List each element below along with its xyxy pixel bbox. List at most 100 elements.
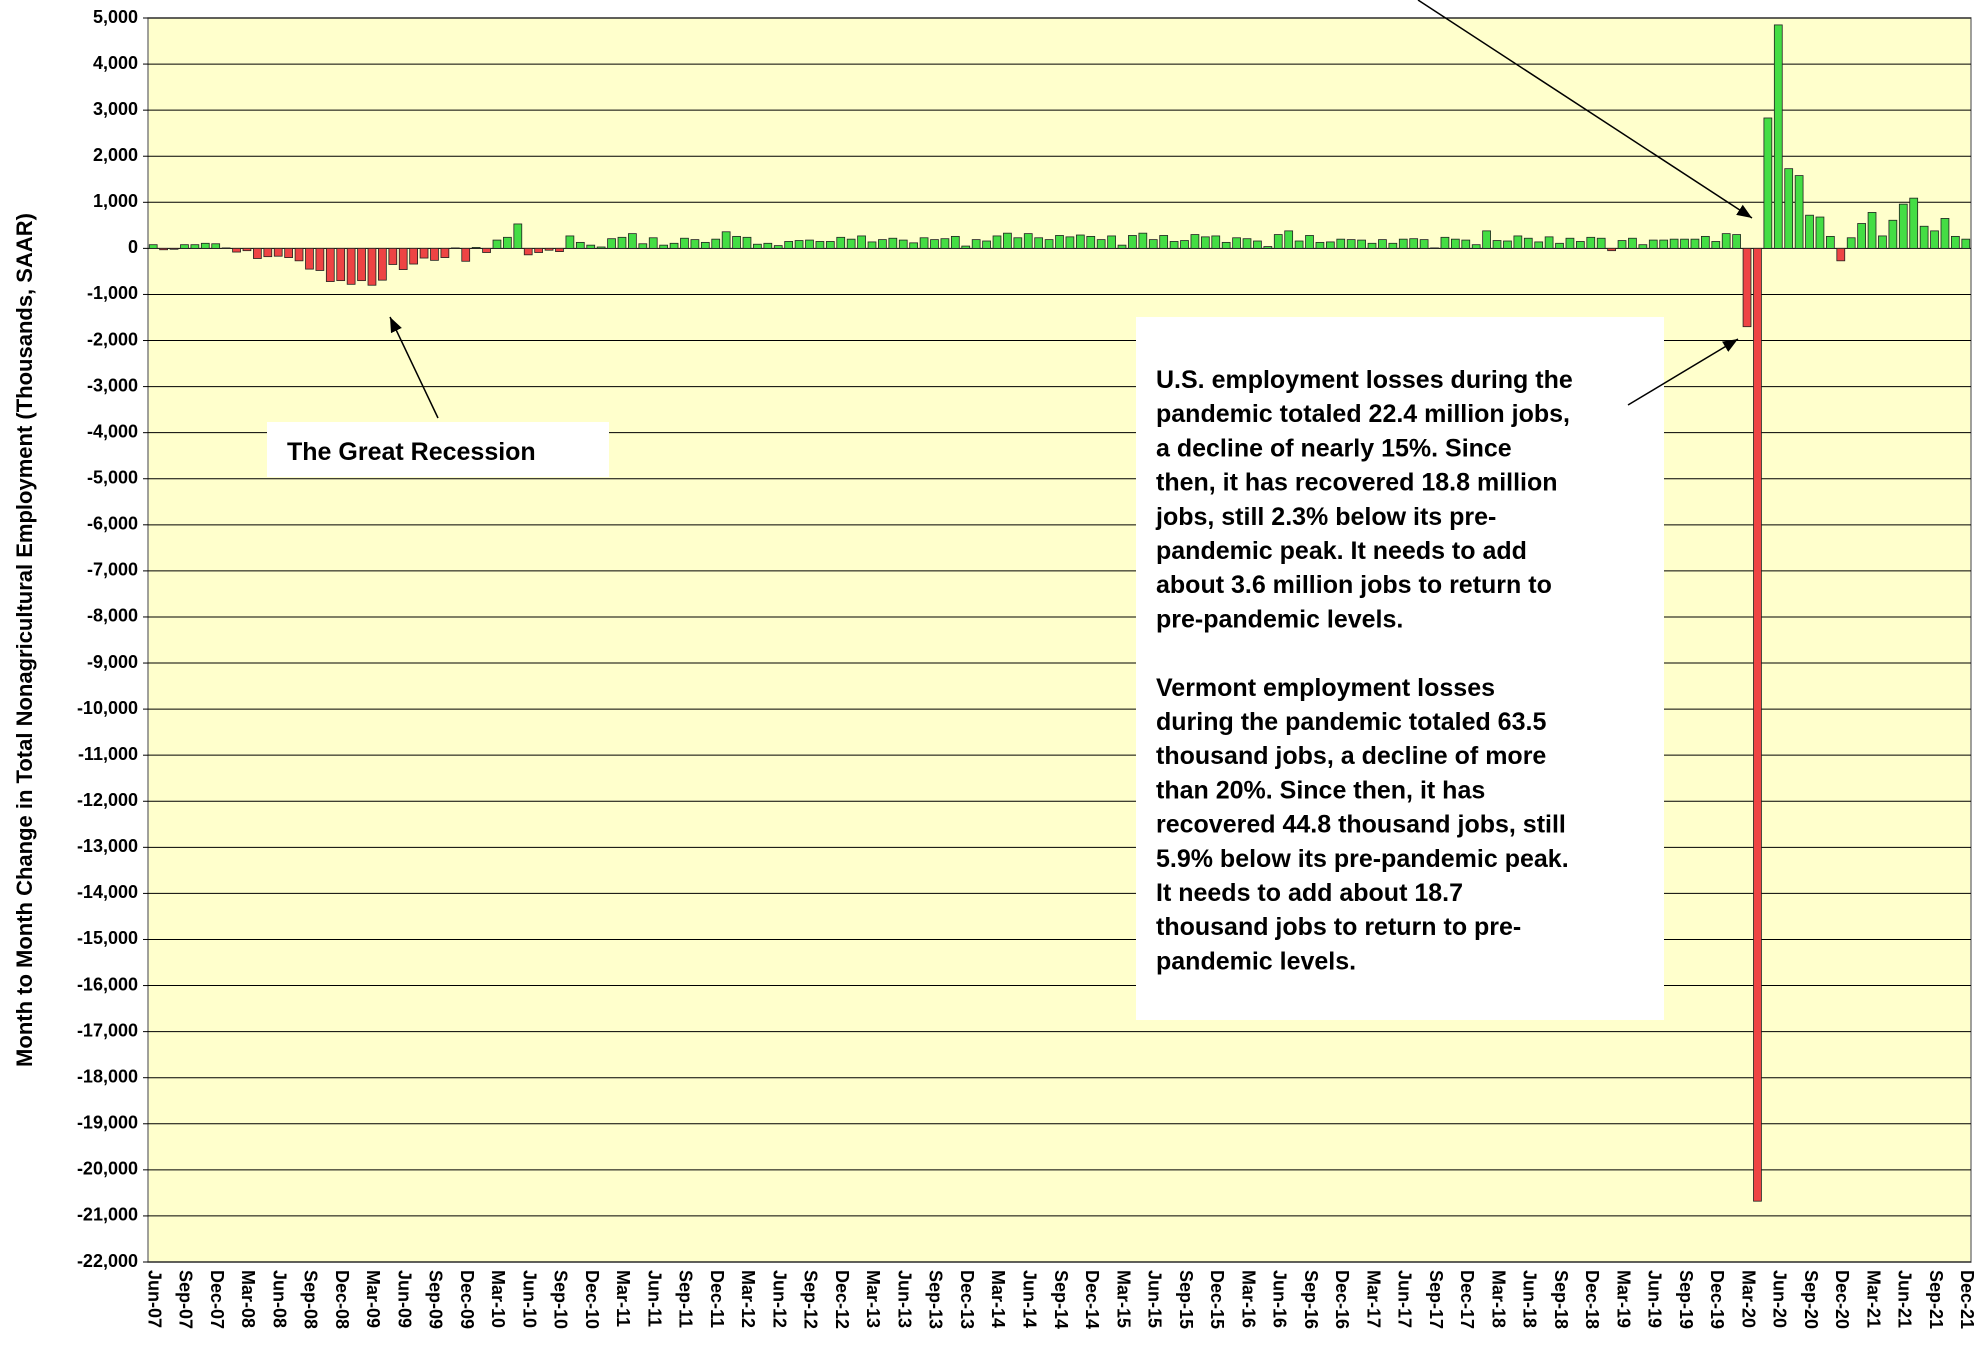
bar	[1388, 242, 1398, 249]
x-tick-label: Jun-21	[1895, 1270, 1915, 1328]
x-tick-label: Sep-09	[426, 1270, 446, 1329]
bar	[253, 247, 262, 259]
annotation-text: thousand jobs to return to pre-	[1156, 913, 1521, 941]
bar	[1180, 240, 1189, 249]
bar	[430, 247, 439, 261]
bar	[846, 238, 856, 249]
bar	[1409, 238, 1419, 249]
bar	[1169, 241, 1179, 249]
bar	[294, 247, 304, 262]
bar	[1159, 235, 1169, 249]
bar	[1617, 240, 1627, 249]
bar	[888, 237, 898, 249]
bar	[638, 243, 648, 249]
bar	[628, 233, 637, 249]
y-tick-label: -13,000	[77, 836, 138, 856]
bar	[1284, 230, 1294, 249]
bar	[534, 247, 544, 253]
bar	[815, 241, 825, 249]
y-tick-label: -1,000	[87, 283, 138, 303]
arrow	[1627, 338, 1739, 406]
bar	[1596, 237, 1606, 249]
bar	[794, 240, 804, 249]
bar	[1336, 238, 1346, 249]
bar	[1638, 244, 1648, 249]
bar	[1096, 239, 1106, 249]
bar	[325, 247, 335, 282]
bar	[1878, 235, 1887, 249]
y-tick-label: -8,000	[87, 606, 138, 626]
bar	[315, 247, 325, 271]
bar	[784, 241, 794, 249]
bar	[544, 247, 554, 251]
x-tick-label: Jun-15	[1145, 1270, 1165, 1328]
bar	[617, 236, 627, 249]
bar	[1909, 197, 1919, 249]
bar	[378, 247, 387, 281]
annotation-text: thousand jobs, a decline of more	[1156, 742, 1546, 770]
bar	[919, 237, 929, 249]
annotation-text: than 20%. Since then, it has	[1156, 776, 1485, 804]
bar	[1940, 218, 1950, 249]
bar	[1419, 239, 1429, 249]
bar	[461, 247, 471, 262]
y-tick-label: -20,000	[77, 1159, 138, 1179]
bar	[1357, 239, 1366, 249]
bar	[1607, 247, 1616, 252]
bar	[1659, 239, 1669, 249]
x-tick-label: Jun-19	[1645, 1270, 1665, 1328]
bar	[1898, 203, 1908, 249]
bar	[1294, 240, 1304, 249]
x-tick-label: Mar-11	[613, 1270, 633, 1327]
x-tick-label: Mar-09	[363, 1270, 383, 1328]
x-tick-label: Mar-20	[1738, 1270, 1758, 1328]
bar	[898, 239, 908, 249]
x-tick-label: Jun-11	[644, 1270, 664, 1327]
bar	[1367, 242, 1377, 249]
bar	[211, 243, 221, 249]
bar	[190, 244, 200, 249]
x-tick-label: Dec-20	[1832, 1270, 1852, 1329]
y-tick-label: -17,000	[77, 1020, 138, 1040]
bar	[1440, 236, 1450, 249]
bar	[1034, 237, 1044, 249]
bar	[1534, 241, 1544, 249]
y-tick-label: -2,000	[87, 329, 138, 349]
bar	[1648, 239, 1658, 249]
bar	[169, 247, 179, 250]
y-tick-label: -6,000	[87, 514, 138, 534]
bar	[305, 247, 314, 270]
y-tick-label: -12,000	[77, 790, 138, 810]
arrow	[1417, 0, 1753, 219]
annotation-box	[1136, 317, 1664, 1020]
y-tick-label: 3,000	[93, 99, 138, 119]
x-tick-label: Mar-17	[1363, 1270, 1383, 1328]
x-tick-label: Mar-13	[863, 1270, 883, 1328]
bar	[700, 241, 710, 249]
annotation-text: a decline of nearly 15%. Since	[1156, 434, 1512, 462]
bar	[200, 242, 210, 249]
bar	[857, 235, 866, 249]
annotation-text: about 3.6 million jobs to return to	[1156, 571, 1552, 599]
bar	[1086, 235, 1096, 249]
y-tick-label: -22,000	[77, 1251, 138, 1271]
x-tick-label: Jun-09	[394, 1270, 414, 1328]
x-tick-label: Dec-21	[1957, 1270, 1977, 1329]
x-tick-label: Dec-08	[332, 1270, 352, 1329]
x-tick-label: Jun-14	[1019, 1270, 1039, 1328]
bar	[1836, 247, 1846, 262]
bar	[159, 247, 168, 251]
annotation-text: It needs to add about 18.7	[1156, 879, 1463, 907]
bar	[346, 247, 356, 285]
bar	[471, 247, 481, 249]
bar	[1669, 238, 1679, 249]
annotation-text: U.S. employment losses during the	[1156, 366, 1573, 394]
bar	[513, 223, 523, 249]
bar	[1523, 237, 1533, 249]
bar	[1732, 234, 1741, 249]
bar	[1273, 234, 1283, 249]
annotation-text: then, it has recovered 18.8 million	[1156, 469, 1558, 497]
bar	[1794, 175, 1804, 249]
bar	[273, 247, 283, 257]
bar	[909, 242, 919, 249]
